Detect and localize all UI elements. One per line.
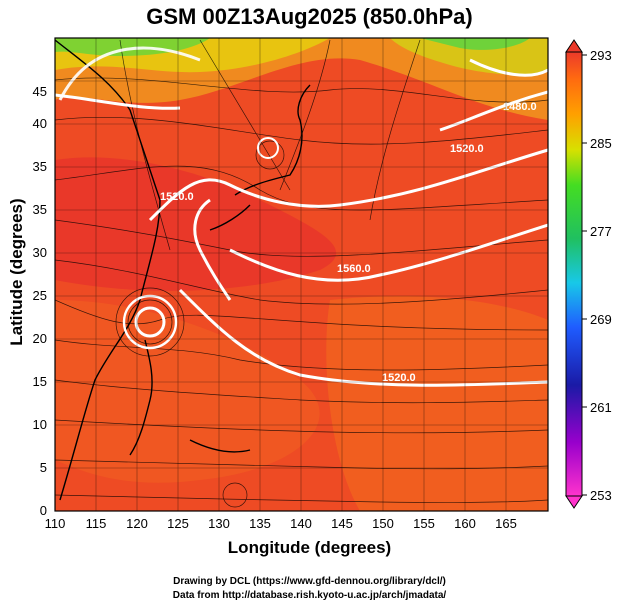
y-tick-labels: 0 5 10 15 20 25 30 35 35 40 45 bbox=[33, 84, 47, 518]
contour-label: 1560.0 bbox=[337, 263, 371, 275]
y-tick: 35 bbox=[33, 159, 47, 174]
x-tick: 155 bbox=[413, 516, 435, 531]
colorbar-tick: 269 bbox=[590, 312, 612, 327]
y-tick: 20 bbox=[33, 331, 47, 346]
map-title: GSM 00Z13Aug2025 (850.0hPa) bbox=[146, 4, 473, 29]
contour-labels: 1560.0 1520.0 1520.0 1480.0 1520.0 bbox=[160, 101, 537, 384]
x-tick: 140 bbox=[290, 516, 312, 531]
plot-frame bbox=[54, 37, 549, 512]
contour-label: 1520.0 bbox=[160, 191, 194, 203]
colorbar: 293 285 277 269 261 253 bbox=[565, 39, 612, 509]
x-tick: 145 bbox=[331, 516, 353, 531]
y-tick: 5 bbox=[40, 460, 47, 475]
contour-label: 1520.0 bbox=[382, 372, 416, 384]
x-axis-label: Longitude (degrees) bbox=[227, 538, 392, 557]
x-tick: 160 bbox=[454, 516, 476, 531]
x-tick: 115 bbox=[86, 516, 107, 531]
colorbar-tick: 293 bbox=[590, 48, 612, 63]
colorbar-tick: 253 bbox=[590, 488, 612, 503]
colorbar-tick: 277 bbox=[590, 224, 612, 239]
x-tick: 110 bbox=[45, 516, 66, 531]
colorbar-tick: 285 bbox=[590, 136, 612, 151]
x-tick: 120 bbox=[126, 516, 148, 531]
x-tick: 135 bbox=[249, 516, 271, 531]
colorbar-tick: 261 bbox=[590, 400, 612, 415]
y-tick: 45 bbox=[33, 84, 47, 99]
gridlines bbox=[55, 38, 548, 511]
y-tick: 0 bbox=[40, 503, 47, 518]
y-axis-label: Latitude (degrees) bbox=[7, 198, 26, 346]
y-tick: 15 bbox=[33, 374, 47, 389]
contour-label: 1520.0 bbox=[450, 143, 484, 155]
x-tick: 125 bbox=[167, 516, 189, 531]
coastlines bbox=[55, 39, 311, 501]
y-tick: 35 bbox=[33, 202, 47, 217]
contour-label: 1480.0 bbox=[503, 101, 537, 113]
x-tick: 150 bbox=[372, 516, 394, 531]
x-tick: 130 bbox=[208, 516, 230, 531]
drawing-credit: Drawing by DCL (https://www.gfd-dennou.o… bbox=[173, 576, 446, 587]
y-tick: 30 bbox=[33, 245, 47, 260]
x-tick: 165 bbox=[495, 516, 517, 531]
y-tick: 40 bbox=[33, 116, 47, 131]
y-tick: 25 bbox=[33, 288, 47, 303]
y-tick: 10 bbox=[33, 417, 47, 432]
x-tick-labels: 110 115 120 125 130 135 140 145 150 155 … bbox=[45, 516, 517, 531]
data-credit: Data from http://database.rish.kyoto-u.a… bbox=[172, 590, 447, 601]
